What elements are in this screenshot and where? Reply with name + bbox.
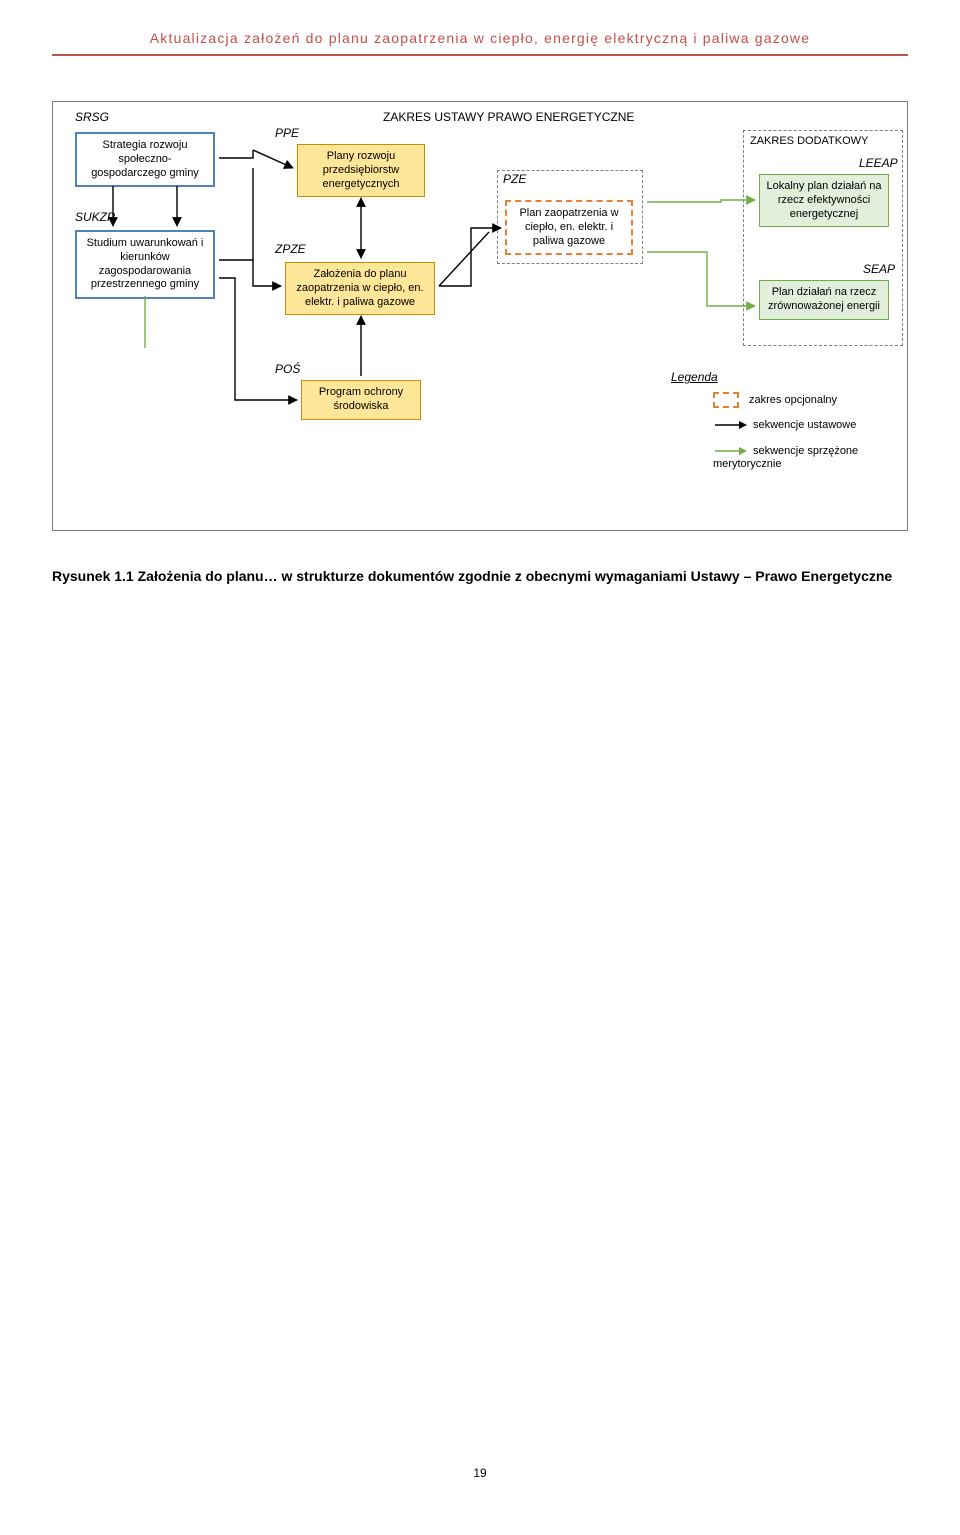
legend-opt-text: zakres opcjonalny	[749, 394, 837, 406]
diagram-frame: SRSG SUKZP PPE ZPZE POŚ PZE LEEAP SEAP Z…	[52, 101, 908, 531]
legend-opt: zakres opcjonalny	[713, 392, 837, 408]
label-zakres-dodatkowy: ZAKRES DODATKOWY	[744, 131, 902, 151]
page-number: 19	[52, 1466, 908, 1480]
page-header: Aktualizacja założeń do planu zaopatrzen…	[52, 30, 908, 54]
legend-title: Legenda	[671, 370, 718, 384]
page: Aktualizacja założeń do planu zaopatrzen…	[0, 0, 960, 1520]
legend-arrow-black-icon	[713, 418, 749, 432]
legend-swatch-optional	[713, 392, 739, 408]
legend-stat: sekwencje ustawowe	[713, 418, 856, 432]
legend-stat-text: sekwencje ustawowe	[753, 419, 856, 431]
node-sukzp: Studium uwarunkowań i kierunków zagospod…	[75, 230, 215, 299]
label-zpze: ZPZE	[275, 242, 306, 256]
label-pos: POŚ	[275, 362, 300, 376]
node-zpze: Założenia do planu zaopatrzenia w ciepło…	[285, 262, 435, 315]
node-leeap: Lokalny plan działań na rzecz efektywnoś…	[759, 174, 889, 227]
node-seap: Plan działań na rzecz zrównoważonej ener…	[759, 280, 889, 320]
node-srsg: Strategia rozwoju społeczno-gospodarczeg…	[75, 132, 215, 187]
figure-caption: Rysunek 1.1 Założenia do planu… w strukt…	[52, 566, 908, 586]
header-rule	[52, 54, 908, 56]
label-sukzp: SUKZP	[75, 210, 115, 224]
node-pze: Plan zaopatrzenia w ciepło, en. elektr. …	[505, 200, 633, 255]
label-ppe: PPE	[275, 126, 299, 140]
title-zakres-ustawy: ZAKRES USTAWY PRAWO ENERGETYCZNE	[383, 110, 634, 124]
node-pos: Program ochrony środowiska	[301, 380, 421, 420]
node-ppe: Plany rozwoju przedsiębiorstw energetycz…	[297, 144, 425, 197]
legend-merit: sekwencje sprzężone merytorycznie	[713, 444, 893, 470]
label-srsg: SRSG	[75, 110, 109, 124]
figure-caption-text: Rysunek 1.1 Założenia do planu… w strukt…	[52, 568, 892, 584]
legend-arrow-green-icon	[713, 444, 749, 458]
